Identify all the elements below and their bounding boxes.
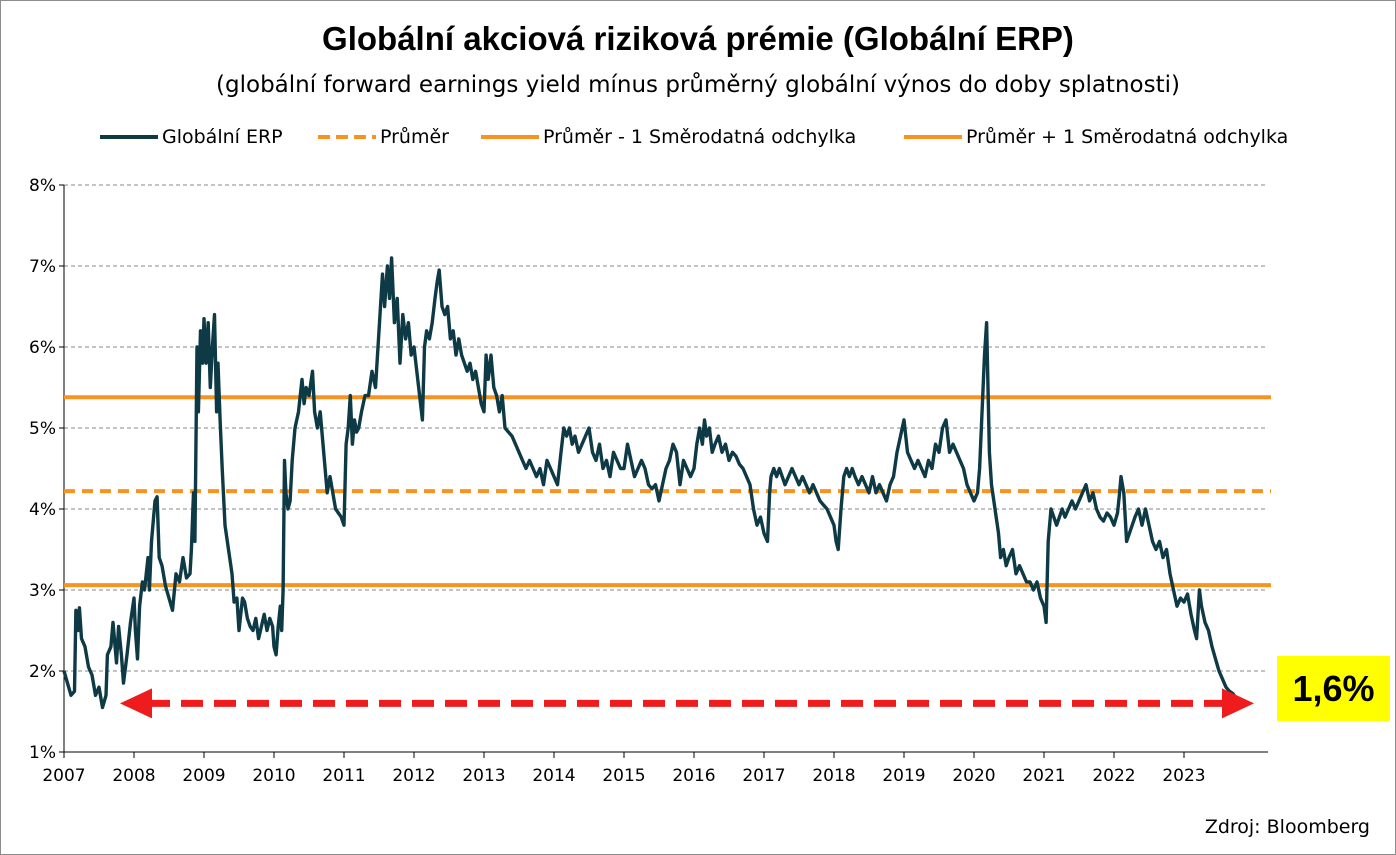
x-tick-label: 2019 [882,766,925,786]
arrow-head-left [120,688,152,719]
reference-lines [64,395,1271,588]
legend-swatch-erp [100,135,158,139]
legend-label-erp: Globální ERP [162,126,283,148]
y-tick-label: 3% [29,581,56,601]
annotation-arrow [120,688,1254,719]
x-tick-label: 2011 [322,766,365,786]
chart-subtitle: (globální forward earnings yield mínus p… [216,72,1180,98]
legend-item-average: Průměr [318,126,449,148]
x-tick-label: 2013 [462,766,505,786]
arrow-head-right [1222,688,1254,719]
y-tick-label: 7% [29,257,56,277]
x-tick-label: 2014 [532,766,575,786]
grid-lines [64,184,1268,672]
y-tick-label: 1% [29,743,56,763]
x-tick-label: 2015 [602,766,645,786]
legend-label-plus-sd: Průměr + 1 Směrodatná odchylka [966,126,1289,148]
x-tick-label: 2012 [392,766,435,786]
x-tick-label: 2018 [812,766,855,786]
chart-title: Globální akciová riziková prémie (Globál… [322,20,1074,57]
legend-swatch-average [318,135,376,139]
legend-swatch-plus-sd [904,135,962,139]
x-tick-label: 2016 [672,766,715,786]
legend-label-average: Průměr [380,126,449,148]
x-tick-label: 2021 [1022,766,1065,786]
x-tick-label: 2007 [42,766,85,786]
series-lines [62,256,1245,710]
y-tick-label: 6% [29,338,56,358]
legend-item-minus-sd: Průměr - 1 Směrodatná odchylka [481,126,856,148]
x-tick-label: 2010 [252,766,295,786]
series-line-erp [62,256,1245,710]
x-tick-label: 2008 [112,766,155,786]
x-tick-label: 2009 [182,766,225,786]
legend-item-erp: Globální ERP [100,126,283,148]
y-tick-label: 4% [29,500,56,520]
y-tick-label: 8% [29,176,56,196]
source-note: Zdroj: Bloomberg [1204,816,1370,838]
x-tick-label: 2022 [1092,766,1135,786]
y-tick-label: 5% [29,419,56,439]
x-tick-label: 2017 [742,766,785,786]
legend-label-minus-sd: Průměr - 1 Směrodatná odchylka [543,126,857,148]
y-tick-labels: 1% 2% 3% 4% 5% 6% 7% 8% [29,176,56,763]
legend-item-plus-sd: Průměr + 1 Směrodatná odchylka [904,126,1288,148]
chart-legend: Globální ERP Průměr Průměr - 1 Směrodatn… [0,126,1396,152]
x-tick-labels: 2007 2008 2009 2010 2011 2012 2013 2014 2015 2016… [42,766,1205,786]
legend-swatch-minus-sd [481,135,539,139]
x-tick-label: 2020 [952,766,995,786]
value-callout: 1,6% [1277,656,1390,721]
y-tick-label: 2% [29,662,56,682]
axes [59,184,1268,758]
x-tick-label: 2023 [1162,766,1205,786]
